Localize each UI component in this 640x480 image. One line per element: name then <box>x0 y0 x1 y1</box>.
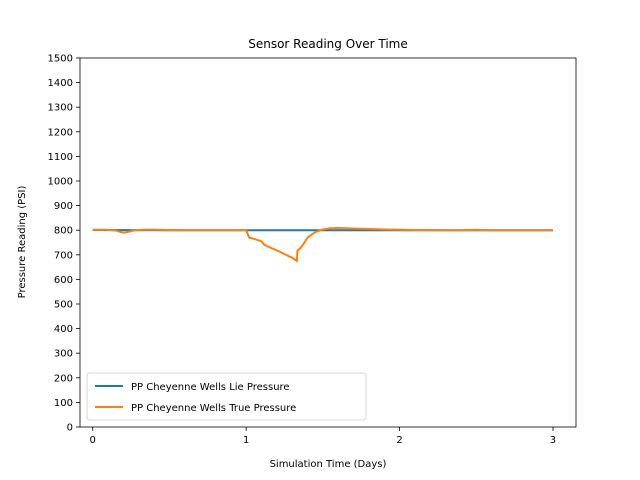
y-tick-label: 1100 <box>48 152 73 163</box>
y-tick-label: 1000 <box>48 177 73 188</box>
chart-title: Sensor Reading Over Time <box>248 37 408 51</box>
legend-label-lie: PP Cheyenne Wells Lie Pressure <box>131 382 290 393</box>
y-tick-label: 700 <box>54 250 73 261</box>
y-tick-label: 1400 <box>48 78 73 89</box>
x-tick-label: 3 <box>550 435 556 446</box>
y-tick-label: 1500 <box>48 54 73 65</box>
legend: PP Cheyenne Wells Lie Pressure PP Cheyen… <box>86 372 367 421</box>
y-tick-label: 1200 <box>48 127 73 138</box>
series-line-true-pressure <box>92 227 553 262</box>
x-tick-label: 2 <box>396 435 402 446</box>
y-axis-label: Pressure Reading (PSI) <box>17 186 28 299</box>
y-tick-label: 800 <box>54 226 73 237</box>
x-tick-label: 1 <box>243 435 249 446</box>
y-tick-label: 500 <box>54 300 73 311</box>
x-axis-ticks: 0 1 2 3 <box>90 427 556 446</box>
plot-series <box>92 227 553 262</box>
legend-label-true: PP Cheyenne Wells True Pressure <box>131 403 296 414</box>
x-tick-label: 0 <box>90 435 96 446</box>
x-axis-label: Simulation Time (Days) <box>270 459 387 470</box>
y-tick-label: 1300 <box>48 103 73 114</box>
y-tick-label: 900 <box>54 201 73 212</box>
y-tick-label: 100 <box>54 398 73 409</box>
y-tick-label: 300 <box>54 349 73 360</box>
legend-box <box>86 372 367 421</box>
y-tick-label: 600 <box>54 275 73 286</box>
y-tick-label: 400 <box>54 324 73 335</box>
y-axis-ticks: 0 100 200 300 400 500 600 700 800 900 1000 1100 1200… <box>48 54 80 434</box>
y-tick-label: 0 <box>67 423 73 434</box>
y-tick-label: 200 <box>54 373 73 384</box>
plot-frame <box>79 57 577 428</box>
